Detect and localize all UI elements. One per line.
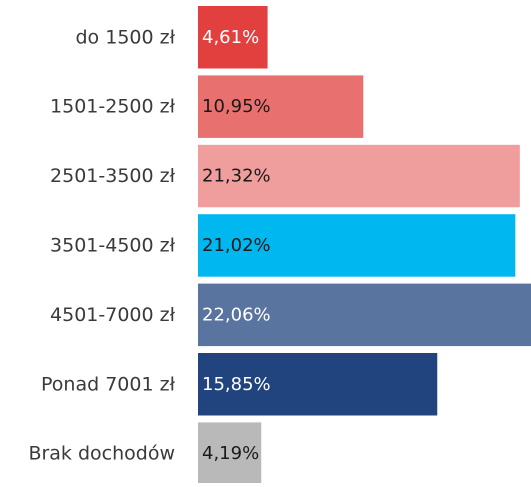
category-label: 2501-3500 zł <box>50 165 176 187</box>
value-label: 21,02% <box>202 235 271 256</box>
value-label: 4,19% <box>202 443 259 464</box>
value-label: 10,95% <box>202 96 271 117</box>
bar <box>198 214 516 277</box>
value-label: 15,85% <box>202 374 271 395</box>
bar <box>198 75 364 138</box>
category-label: Ponad 7001 zł <box>41 373 176 395</box>
category-label: do 1500 zł <box>76 26 176 48</box>
value-label: 21,32% <box>202 166 271 187</box>
bar <box>198 353 438 416</box>
bar <box>198 144 520 208</box>
category-label: 3501-4500 zł <box>50 234 176 256</box>
bar <box>198 422 262 485</box>
value-label: 4,61% <box>202 27 259 48</box>
category-label: 1501-2500 zł <box>50 96 176 118</box>
category-label: Brak dochodów <box>28 443 175 465</box>
value-label: 22,06% <box>202 304 271 325</box>
category-label: 4501-7000 zł <box>50 304 176 326</box>
bar <box>198 6 268 69</box>
bar <box>198 283 531 347</box>
